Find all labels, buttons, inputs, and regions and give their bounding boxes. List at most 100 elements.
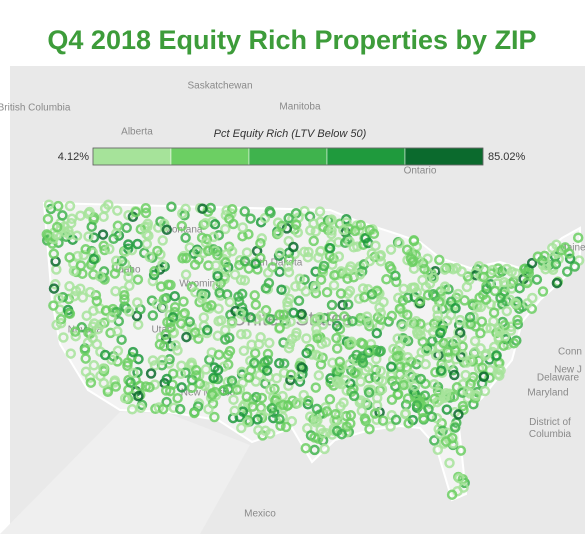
zip-marker xyxy=(563,248,575,259)
zip-marker xyxy=(432,310,444,321)
zip-marker xyxy=(109,268,121,279)
zip-marker xyxy=(180,269,192,280)
zip-marker xyxy=(112,326,123,337)
zip-marker xyxy=(88,232,100,243)
zip-marker xyxy=(492,263,504,274)
zip-marker xyxy=(126,404,138,415)
zip-marker xyxy=(342,273,353,284)
zip-marker xyxy=(98,377,110,389)
place-label: Saskatchewan xyxy=(187,81,252,92)
zip-marker xyxy=(446,489,458,500)
zip-marker xyxy=(102,386,114,398)
zip-marker xyxy=(417,274,428,286)
zip-marker xyxy=(175,318,187,329)
zip-marker xyxy=(414,296,426,307)
zip-marker xyxy=(149,266,160,277)
zip-marker xyxy=(97,229,109,240)
zip-marker xyxy=(390,270,401,282)
zip-marker xyxy=(512,318,524,330)
zip-marker xyxy=(250,258,261,270)
zip-marker xyxy=(64,252,75,263)
zip-marker xyxy=(245,213,256,224)
zip-marker xyxy=(68,265,80,277)
zip-marker xyxy=(85,377,97,388)
zip-marker xyxy=(220,257,231,268)
place-label: Conn xyxy=(558,347,582,358)
zip-marker xyxy=(363,387,375,398)
zip-marker xyxy=(435,365,447,376)
zip-marker xyxy=(453,409,464,420)
zip-marker xyxy=(487,264,499,276)
zip-marker xyxy=(167,368,179,379)
zip-marker xyxy=(70,326,81,337)
zip-marker xyxy=(119,294,130,305)
zip-marker xyxy=(321,406,333,417)
zip-marker xyxy=(550,258,562,270)
zip-marker xyxy=(394,303,406,314)
place-label: Delaware xyxy=(537,373,580,384)
zip-marker xyxy=(86,221,97,232)
zip-marker xyxy=(43,199,55,210)
zip-marker xyxy=(209,219,221,230)
zip-marker xyxy=(331,320,343,332)
zip-marker xyxy=(214,287,225,298)
zip-marker xyxy=(245,312,256,323)
zip-marker xyxy=(252,264,263,275)
zip-marker xyxy=(247,401,258,412)
zip-marker xyxy=(312,415,323,426)
zip-marker xyxy=(569,261,581,272)
zip-marker xyxy=(165,279,176,291)
zip-marker xyxy=(294,273,305,285)
zip-marker xyxy=(234,255,246,266)
zip-marker xyxy=(308,218,319,229)
zip-marker xyxy=(333,251,345,262)
zip-marker xyxy=(317,319,329,330)
zip-marker xyxy=(94,271,106,282)
zip-marker xyxy=(237,401,249,412)
zip-marker xyxy=(408,235,420,247)
zip-marker xyxy=(84,286,96,298)
zip-marker xyxy=(338,224,349,236)
zip-marker xyxy=(337,299,348,311)
zip-marker xyxy=(172,345,183,356)
zip-marker xyxy=(310,382,322,393)
zip-marker xyxy=(116,255,128,267)
zip-marker xyxy=(347,315,358,327)
zip-marker xyxy=(268,412,279,424)
zip-marker xyxy=(144,251,155,263)
legend-swatch xyxy=(326,147,406,166)
place-label-line: District of xyxy=(529,417,571,428)
zip-marker xyxy=(81,310,92,321)
zip-marker xyxy=(390,414,402,426)
zip-marker xyxy=(551,277,563,289)
zip-marker xyxy=(209,411,220,423)
zip-marker xyxy=(492,368,504,380)
zip-marker xyxy=(510,268,521,279)
zip-marker xyxy=(407,256,418,268)
zip-marker xyxy=(174,403,186,415)
zip-marker xyxy=(106,354,117,365)
zip-marker xyxy=(233,291,244,302)
zip-marker xyxy=(128,367,139,379)
zip-marker xyxy=(402,351,414,363)
zip-marker xyxy=(119,289,130,301)
zip-marker xyxy=(526,257,538,269)
zip-marker xyxy=(84,372,96,383)
zip-marker xyxy=(106,312,117,323)
place-label: District of Columbia xyxy=(529,417,572,440)
zip-marker xyxy=(79,344,91,356)
legend-swatch xyxy=(248,147,328,166)
legend-swatch xyxy=(170,147,250,166)
zip-marker xyxy=(313,350,324,362)
zip-marker xyxy=(190,365,202,376)
legend-min-label: 4.12% xyxy=(58,151,89,163)
zip-marker xyxy=(326,299,338,311)
zip-marker xyxy=(493,332,504,344)
zip-marker xyxy=(444,457,455,469)
zip-marker xyxy=(66,213,78,225)
zip-marker xyxy=(338,311,350,322)
zip-marker xyxy=(70,285,82,297)
zip-marker xyxy=(484,372,495,384)
zip-marker xyxy=(326,225,337,236)
zip-marker xyxy=(452,288,464,300)
